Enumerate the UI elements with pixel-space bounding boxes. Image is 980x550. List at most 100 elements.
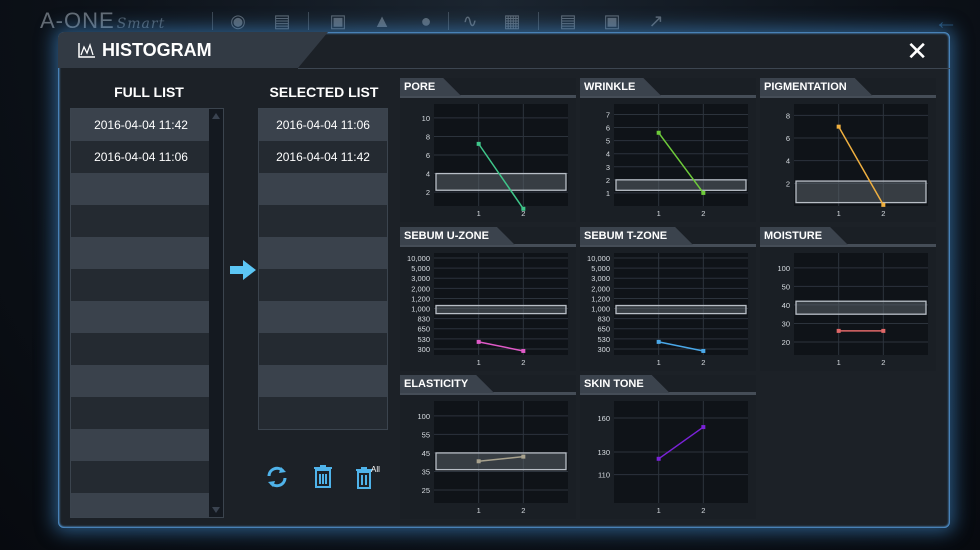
list-item[interactable]: 2016-04-04 11:06 [259,109,387,141]
camera-icon[interactable]: ◉ [230,11,246,31]
data-point [701,425,706,430]
chart-elasticity: 100 55 45 35 25 1 2 [417,401,568,515]
list-item[interactable] [71,237,211,269]
chart-pigmentation: 8 6 4 2 1 2 [786,104,928,218]
series-line [658,341,704,352]
brand-sub: Smart [116,16,166,32]
y-tick-label: 530 [417,335,430,344]
list-item[interactable]: 2016-04-04 11:42 [259,141,387,173]
series-line [658,132,704,194]
brand-logo: A-ONE Smart [40,8,165,34]
back-arrow-icon[interactable]: ← [934,8,958,35]
y-tick-label: 40 [782,301,790,310]
add-to-selected-icon[interactable] [228,258,258,282]
y-tick-label: 25 [422,486,430,495]
normal-range-box [435,452,567,471]
y-tick-label: 6 [426,151,430,160]
y-tick-label: 130 [597,448,610,457]
printer-icon[interactable]: ▤ [559,11,577,31]
list-item[interactable]: 2016-04-04 11:06 [71,141,211,173]
y-tick-label: 30 [782,319,790,328]
list-item[interactable] [259,205,387,237]
close-button[interactable]: ✕ [906,36,928,66]
face-icon[interactable]: ● [420,11,432,31]
delete-all-label: All [371,465,380,474]
y-tick-label: 100 [417,412,430,421]
full-list-title: FULL LIST [114,84,184,100]
chart-icon[interactable]: ∿ [462,11,478,31]
list-item[interactable] [259,333,387,365]
chart-panel-wrinkle: WRINKLE 7 6 5 4 3 2 1 1 2 [580,78,756,222]
chart-wrinkle: 7 6 5 4 3 2 1 1 2 [606,104,748,218]
panel-header: PORE [400,78,576,98]
series-line [478,143,524,210]
list-item[interactable] [71,397,211,429]
list-item[interactable] [259,173,387,205]
toolbar-divider [538,12,539,30]
y-tick-label: 650 [417,325,430,334]
y-tick-label: 7 [606,110,610,119]
cube-3d-icon[interactable]: ▲ [373,11,391,31]
title-divider [298,68,950,69]
chart-title: MOISTURE [760,227,848,245]
list-item[interactable] [259,269,387,301]
selected-list[interactable]: 2016-04-04 11:06 2016-04-04 11:42 [258,108,388,430]
series-line [658,426,704,460]
y-tick-label: 20 [782,338,790,347]
export-icon[interactable]: ↗ [648,11,664,31]
toolbar-divider [212,12,213,30]
x-tick-label: 1 [657,209,661,218]
full-list[interactable]: 2016-04-04 11:42 2016-04-04 11:06 [70,108,224,518]
x-tick-label: 2 [521,209,525,218]
data-point [836,328,841,333]
normal-range-box [795,180,927,204]
list-item[interactable] [259,237,387,269]
portrait-icon[interactable]: ▣ [329,11,347,31]
list-item[interactable] [71,205,211,237]
panel-header: SKIN TONE [580,375,756,395]
toolbar-divider [308,12,309,30]
y-tick-label: 1,000 [411,305,430,314]
list-item[interactable] [71,365,211,397]
y-tick-label: 100 [777,264,790,273]
x-tick-label: 2 [521,506,525,515]
list-item[interactable] [259,365,387,397]
x-tick-label: 2 [701,506,705,515]
y-tick-label: 650 [597,325,610,334]
list-item[interactable] [71,429,211,461]
scroll-up-icon[interactable] [212,113,220,119]
list-item[interactable] [259,301,387,333]
trash-all-icon[interactable]: All [354,464,384,490]
list-item[interactable] [71,493,211,517]
list-item[interactable] [71,173,211,205]
x-tick-label: 2 [701,209,705,218]
y-tick-label: 300 [597,345,610,354]
scroll-down-icon[interactable] [212,507,220,513]
document-icon[interactable]: ▦ [503,11,521,31]
y-tick-label: 830 [597,315,610,324]
list-item[interactable] [71,269,211,301]
y-tick-label: 10 [422,114,430,123]
refresh-icon[interactable] [264,464,290,490]
chart-title: PIGMENTATION [760,78,873,96]
data-point [701,190,706,195]
list-item[interactable] [71,301,211,333]
x-tick-label: 1 [477,358,481,367]
normal-range-box [435,172,567,191]
full-list-scrollbar[interactable] [209,109,223,517]
y-tick-label: 10,000 [407,254,430,263]
list-item[interactable] [259,397,387,429]
histogram-dialog: HISTOGRAM ✕ FULL LIST SELECTED LIST 2016… [58,32,950,528]
trash-icon[interactable] [310,464,336,490]
data-point [701,348,706,353]
y-tick-label: 2 [606,176,610,185]
y-tick-label: 8 [426,132,430,141]
y-tick-label: 2,000 [591,284,610,293]
list-item[interactable] [71,333,211,365]
list-item[interactable] [71,461,211,493]
clipboard-icon[interactable]: ▤ [273,11,291,31]
list-item[interactable]: 2016-04-04 11:42 [71,109,211,141]
save-icon[interactable]: ▣ [603,11,621,31]
chart-panel-skin-tone: SKIN TONE 160 130 110 1 2 [580,375,756,519]
